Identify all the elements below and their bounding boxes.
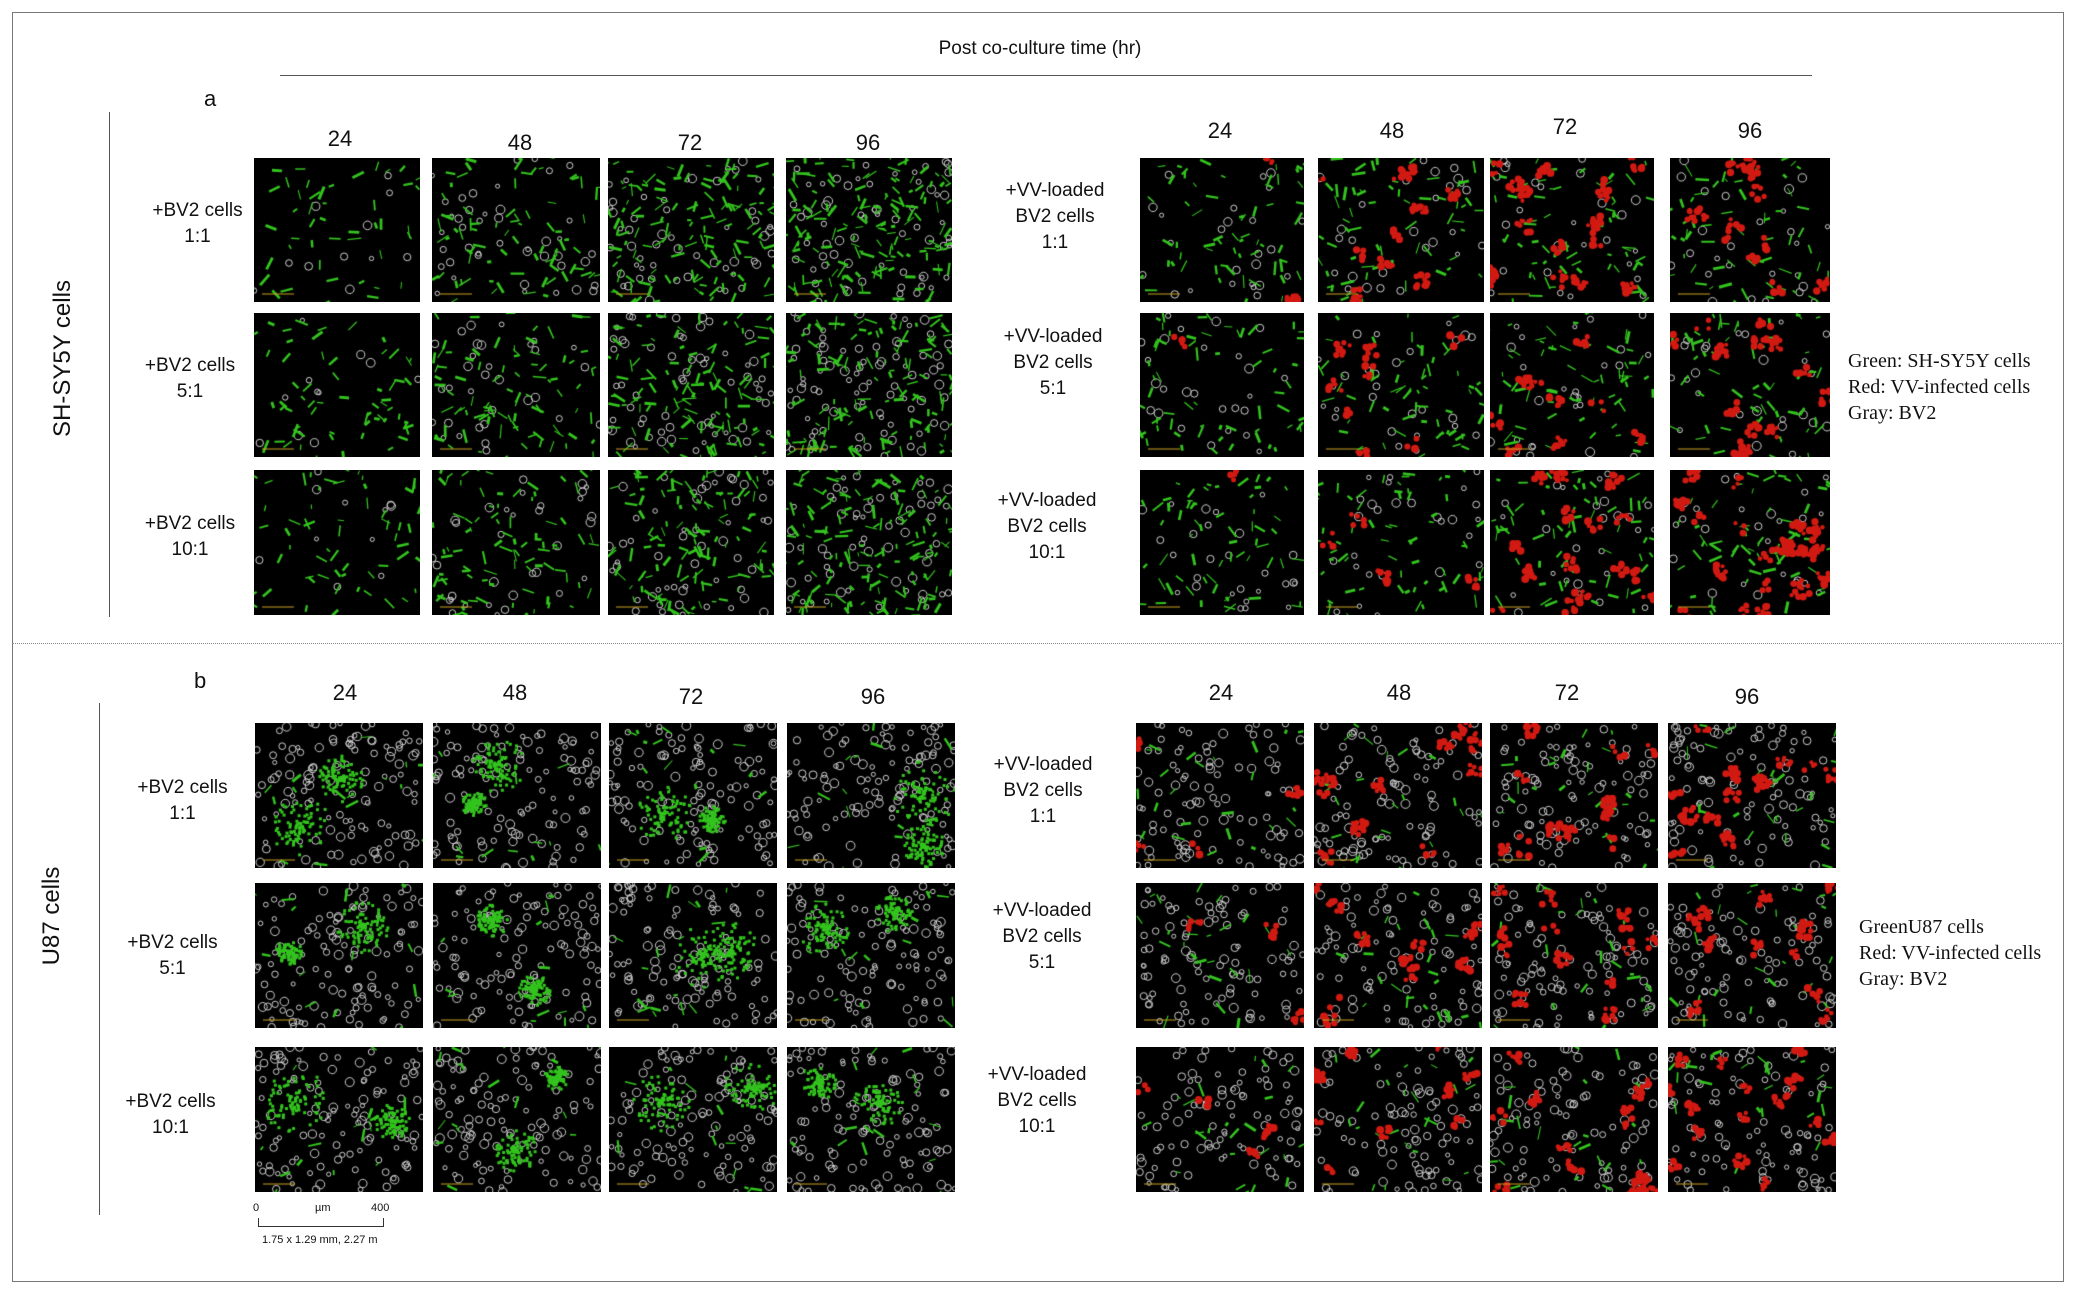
micrograph-image: [1490, 883, 1658, 1028]
row-label: +BV2 cells 10:1: [125, 1091, 216, 1138]
micrograph-image: [1318, 158, 1484, 302]
micrograph-image: [608, 313, 774, 457]
panel-a-axis-line: [109, 112, 110, 617]
micrograph-image: [1490, 313, 1654, 457]
micrograph-image: [608, 470, 774, 615]
panel-divider: [12, 643, 2064, 644]
time-label: 48: [1379, 118, 1405, 143]
legend-a: Green: SH-SY5Y cells Red: VV-infected ce…: [1848, 350, 2031, 424]
micrograph-image: [1140, 313, 1304, 457]
legend-b: GreenU87 cells Red: VV-infected cells Gr…: [1859, 916, 2042, 990]
time-label: 96: [1737, 118, 1763, 143]
micrograph-image: [1318, 470, 1484, 615]
time-label: 72: [677, 130, 703, 155]
micrograph-image: [433, 883, 601, 1028]
row-label: +VV-loaded BV2 cells 1:1: [1005, 180, 1105, 253]
micrograph-image: [1490, 158, 1654, 302]
row-label: +BV2 cells 10:1: [144, 513, 236, 560]
row-label: +BV2 cells 5:1: [144, 355, 236, 402]
row-label: +VV-loaded BV2 cells 10:1: [997, 490, 1097, 563]
scale-bar: [258, 1218, 384, 1227]
micrograph-image: [608, 158, 774, 302]
title-rule: [280, 75, 1812, 76]
time-label: 48: [507, 130, 533, 155]
micrograph-image: [432, 470, 600, 615]
time-label: 24: [1208, 680, 1234, 705]
panel-b-axis-line: [99, 703, 100, 1215]
panel-a-cell-line-label: SH-SY5Y cells: [49, 280, 76, 437]
micrograph-image: [786, 158, 952, 302]
micrograph-image: [1136, 1047, 1304, 1192]
micrograph-image: [1490, 470, 1654, 615]
panel-b-letter: b: [194, 668, 207, 693]
micrograph-image: [255, 1047, 423, 1192]
row-label: +BV2 cells 5:1: [127, 932, 218, 979]
scale-start: 0: [253, 1202, 260, 1214]
micrograph-image: [609, 723, 777, 868]
time-label: 96: [1734, 684, 1760, 709]
time-label: 72: [1552, 114, 1578, 139]
micrograph-image: [786, 313, 952, 457]
time-label: 48: [1386, 680, 1412, 705]
scale-unit: µm: [315, 1202, 331, 1214]
time-label: 24: [1207, 118, 1233, 143]
micrograph-image: [1668, 1047, 1836, 1192]
micrograph-image: [1136, 883, 1304, 1028]
row-label: +VV-loaded BV2 cells 5:1: [1003, 326, 1103, 399]
micrograph-image: [1670, 313, 1830, 457]
micrograph-image: [1668, 883, 1836, 1028]
panel-a-letter: a: [204, 86, 217, 111]
micrograph-image: [433, 723, 601, 868]
micrograph-image: [786, 470, 952, 615]
micrograph-image: [609, 1047, 777, 1192]
time-label: 96: [860, 684, 886, 709]
time-label: 96: [855, 130, 881, 155]
time-label: 24: [332, 680, 358, 705]
row-label: +BV2 cells 1:1: [137, 777, 228, 824]
micrograph-image: [433, 1047, 601, 1192]
micrograph-image: [787, 723, 955, 868]
micrograph-image: [787, 883, 955, 1028]
micrograph-image: [1140, 158, 1304, 302]
row-label: +VV-loaded BV2 cells 10:1: [987, 1064, 1087, 1137]
micrograph-image: [1140, 470, 1304, 615]
micrograph-image: [1490, 1047, 1658, 1192]
row-label: +VV-loaded BV2 cells 1:1: [993, 754, 1093, 827]
figure-frame: [12, 12, 2064, 1282]
micrograph-image: [1668, 723, 1836, 868]
micrograph-image: [432, 313, 600, 457]
micrograph-image: [1314, 1047, 1482, 1192]
panel-b-cell-line-label: U87 cells: [38, 866, 65, 966]
micrograph-image: [1136, 723, 1304, 868]
micrograph-image: [1670, 158, 1830, 302]
time-label: 48: [502, 680, 528, 705]
micrograph-image: [432, 158, 600, 302]
micrograph-image: [254, 313, 420, 457]
time-label: 72: [1554, 680, 1580, 705]
micrograph-image: [1490, 723, 1658, 868]
row-label: +VV-loaded BV2 cells 5:1: [992, 900, 1092, 973]
time-label: 72: [678, 684, 704, 709]
micrograph-image: [254, 158, 420, 302]
micrograph-image: [255, 883, 423, 1028]
scale-end: 400: [371, 1202, 390, 1214]
time-label: 24: [327, 126, 353, 151]
micrograph-image: [609, 883, 777, 1028]
micrograph-image: [255, 723, 423, 868]
row-label: +BV2 cells 1:1: [152, 200, 243, 247]
micrograph-image: [787, 1047, 955, 1192]
micrograph-image: [1670, 470, 1830, 615]
micrograph-image: [254, 470, 420, 615]
micrograph-image: [1318, 313, 1484, 457]
scale-caption: 1.75 x 1.29 mm, 2.27 m: [262, 1234, 378, 1246]
micrograph-image: [1314, 883, 1482, 1028]
figure-title: Post co-culture time (hr): [938, 38, 1142, 59]
micrograph-image: [1314, 723, 1482, 868]
